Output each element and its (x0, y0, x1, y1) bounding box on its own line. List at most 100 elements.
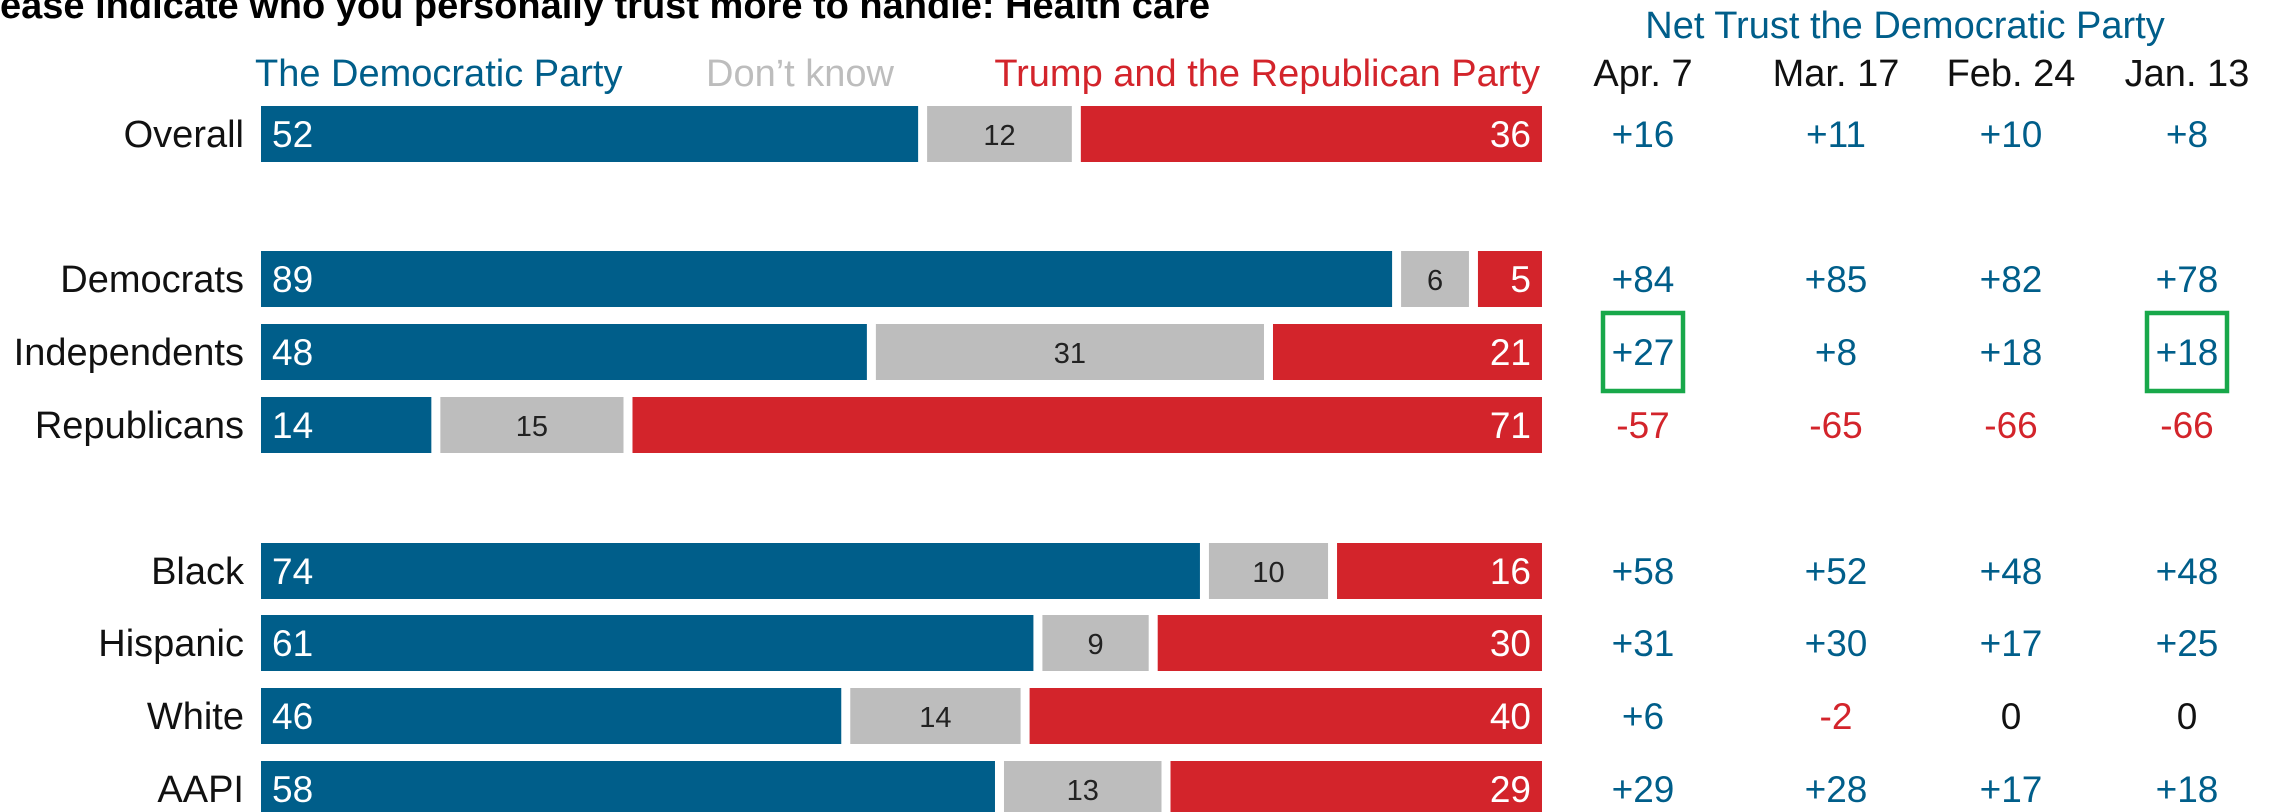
row-label: Overall (124, 114, 244, 156)
bar-democratic (261, 761, 995, 812)
net-trust-value: +85 (1805, 259, 1868, 300)
net-trust-value: +18 (1980, 332, 2043, 373)
bar-democratic (261, 688, 842, 744)
bar-democratic (261, 397, 432, 453)
chart-title: ease indicate who you personally trust m… (0, 0, 1210, 27)
net-trust-value: +48 (2156, 551, 2219, 592)
net-trust-value: +84 (1612, 259, 1675, 300)
bar-dont-know (1401, 251, 1469, 307)
value-label: 30 (1490, 623, 1531, 664)
bar-democratic (261, 543, 1200, 599)
net-trust-value: +25 (2156, 623, 2219, 664)
net-trust-value: -2 (1820, 696, 1853, 737)
net-trust-value: +28 (1805, 769, 1868, 810)
bar-republican (1029, 688, 1542, 744)
net-trust-value: 0 (2001, 696, 2022, 737)
net-trust-value: +8 (1815, 332, 1857, 373)
bar-republican (632, 397, 1542, 453)
bar-republican (1170, 761, 1542, 812)
value-label: 14 (272, 405, 313, 446)
bar-republican (1080, 106, 1542, 162)
net-trust-value: +8 (2166, 114, 2208, 155)
value-label: 46 (272, 696, 313, 737)
bar-republican (1477, 251, 1542, 307)
value-label: 16 (1490, 551, 1531, 592)
net-column-header: Feb. 24 (1947, 53, 2076, 95)
value-label: 29 (1490, 769, 1531, 810)
bar-republican (1157, 615, 1542, 671)
value-label: 89 (272, 259, 313, 300)
net-trust-value: -57 (1616, 405, 1669, 446)
row-label: Democrats (60, 259, 244, 301)
value-label: 31 (1054, 338, 1086, 370)
row-label: Republicans (35, 405, 244, 447)
value-label: 15 (516, 411, 548, 443)
bar-dont-know (1208, 543, 1329, 599)
net-column-header: Apr. 7 (1593, 53, 1692, 95)
value-label: 12 (983, 120, 1015, 152)
value-label: 9 (1087, 629, 1103, 661)
bar-dont-know (927, 106, 1072, 162)
value-label: 36 (1490, 114, 1531, 155)
bar-republican (1272, 324, 1542, 380)
net-trust-value: +10 (1980, 114, 2043, 155)
net-trust-value: +11 (1806, 114, 1866, 155)
value-label: 48 (272, 332, 313, 373)
value-label: 58 (272, 769, 313, 810)
net-trust-value: +58 (1612, 551, 1675, 592)
bar-dont-know (440, 397, 624, 453)
net-column-header: Mar. 17 (1773, 53, 1900, 95)
net-trust-value: +17 (1980, 623, 2043, 664)
value-label: 5 (1510, 259, 1531, 300)
row-label: Hispanic (98, 623, 244, 665)
net-trust-value: -65 (1809, 405, 1862, 446)
value-label: 71 (1490, 405, 1531, 446)
value-label: 6 (1427, 265, 1443, 297)
net-trust-value: -66 (1984, 405, 2037, 446)
legend-dont-know: Don’t know (706, 53, 895, 95)
net-trust-value: 0 (2177, 696, 2198, 737)
bar-dont-know (1003, 761, 1162, 812)
legend-democratic: The Democratic Party (255, 53, 622, 95)
value-label: 14 (919, 702, 951, 734)
net-trust-value: +78 (2156, 259, 2219, 300)
net-trust-value: +52 (1805, 551, 1868, 592)
value-label: 52 (272, 114, 313, 155)
net-trust-value: +18 (2156, 769, 2219, 810)
value-label: 40 (1490, 696, 1531, 737)
bar-democratic (261, 106, 919, 162)
value-label: 10 (1252, 557, 1284, 589)
net-column-header: Jan. 13 (2125, 53, 2250, 95)
highlight-box (1600, 310, 1686, 394)
bar-democratic (261, 324, 867, 380)
net-trust-value: +16 (1612, 114, 1675, 155)
row-label: Independents (14, 332, 244, 374)
value-label: 61 (272, 623, 313, 664)
net-trust-value: +48 (1980, 551, 2043, 592)
bar-dont-know (1042, 615, 1149, 671)
net-trust-value: +29 (1612, 769, 1675, 810)
bar-dont-know (850, 688, 1021, 744)
net-trust-value: +31 (1612, 623, 1675, 664)
net-trust-value: +6 (1622, 696, 1664, 737)
net-trust-value: +30 (1805, 623, 1868, 664)
net-trust-title: Net Trust the Democratic Party (1645, 5, 2165, 47)
net-trust-value: +18 (2156, 332, 2219, 373)
legend-republican: Trump and the Republican Party (994, 53, 1540, 95)
value-label: 21 (1490, 332, 1531, 373)
bar-democratic (261, 615, 1034, 671)
net-trust-value: +27 (1612, 332, 1675, 373)
row-label: AAPI (157, 769, 244, 811)
value-label: 13 (1067, 775, 1099, 807)
row-label: Black (151, 551, 245, 593)
bar-dont-know (875, 324, 1264, 380)
net-trust-value: +17 (1980, 769, 2043, 810)
net-trust-value: -66 (2160, 405, 2213, 446)
bar-democratic (261, 251, 1393, 307)
value-label: 74 (272, 551, 313, 592)
net-trust-value: +82 (1980, 259, 2043, 300)
highlight-box (2144, 310, 2230, 394)
row-label: White (147, 696, 244, 738)
